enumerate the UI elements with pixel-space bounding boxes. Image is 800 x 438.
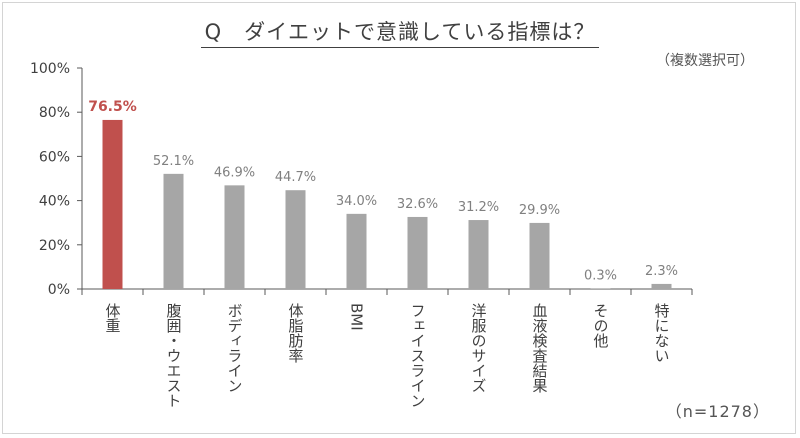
bar-value-label: 29.9% <box>519 203 560 218</box>
bar <box>102 119 123 289</box>
x-category-label: フェイスライン <box>409 303 427 408</box>
y-tick-label: 40% <box>39 194 70 210</box>
x-category-label: 洋服のサイズ <box>470 303 488 393</box>
bar-value-label: 0.3% <box>584 268 617 283</box>
y-tick-label: 100% <box>30 61 70 77</box>
x-category-label: 体重 <box>104 303 122 333</box>
chart-title: Q ダイエットで意識している指標は？ <box>0 16 800 48</box>
x-category-label: 血液検査結果 <box>531 303 549 393</box>
chart-subtitle: （複数選択可） <box>656 53 754 69</box>
bar <box>468 220 489 289</box>
chart-frame <box>2 2 796 434</box>
bar <box>529 222 550 289</box>
bar-value-label: 31.2% <box>458 200 499 215</box>
y-tick-label: 80% <box>39 105 70 121</box>
bar-value-label: 2.3% <box>645 264 678 279</box>
y-tick-label: 0% <box>48 282 70 298</box>
bar-value-label: 76.5% <box>88 99 137 115</box>
x-category-label: BMI <box>348 303 366 331</box>
bar <box>224 185 245 289</box>
y-tick-label: 60% <box>39 149 70 165</box>
bar <box>285 190 306 289</box>
sample-size-note: （n=1278） <box>665 402 770 421</box>
x-category-label: 腹囲・ウエスト <box>165 303 183 408</box>
bar <box>346 213 367 289</box>
bar <box>407 216 428 289</box>
bar-value-label: 32.6% <box>397 197 438 212</box>
bar-value-label: 52.1% <box>153 154 194 169</box>
bar-value-label: 44.7% <box>275 170 316 185</box>
bar <box>163 173 184 289</box>
x-category-label: ボディライン <box>226 303 244 393</box>
bar-value-label: 34.0% <box>336 194 377 209</box>
bar <box>590 288 611 289</box>
x-category-label: 特にない <box>653 303 671 363</box>
x-category-label: 体脂肪率 <box>287 303 305 363</box>
x-category-label: その他 <box>592 303 610 349</box>
bar <box>651 283 672 289</box>
bar-value-label: 46.9% <box>214 165 255 180</box>
y-tick-label: 20% <box>39 238 70 254</box>
